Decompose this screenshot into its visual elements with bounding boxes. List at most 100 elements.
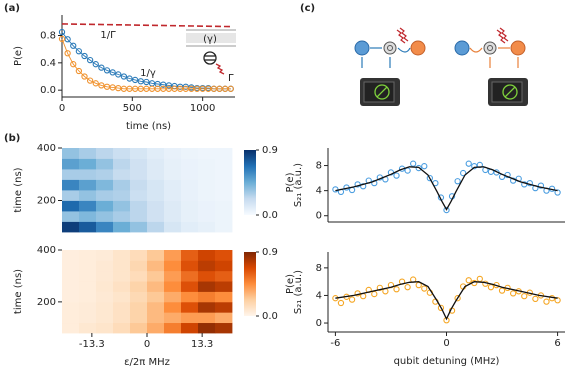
heatmap-cell	[96, 211, 114, 222]
heatmap-cell	[181, 221, 199, 233]
heatmap-cell	[113, 190, 131, 201]
data-point	[109, 69, 116, 76]
heatmap-cell	[198, 200, 216, 212]
heatmap-cell	[96, 250, 114, 261]
heatmap-cell	[198, 158, 216, 170]
heatmap-cell	[164, 312, 182, 324]
x-axis-label: time (ns)	[126, 121, 171, 132]
inset-diagram	[186, 29, 236, 75]
data-point	[81, 73, 88, 80]
data-point	[143, 78, 150, 86]
heatmap-cell	[164, 281, 182, 292]
heatmap-cell	[130, 281, 148, 292]
data-point	[70, 61, 77, 68]
data-point	[415, 164, 422, 172]
heatmap-cell	[215, 291, 233, 303]
annotation: 1/γ	[140, 68, 156, 79]
y-tick-label: 0	[316, 211, 322, 222]
heatmap-cell	[62, 260, 80, 272]
data-point	[437, 304, 445, 312]
heatmap-cell	[130, 179, 148, 191]
heatmap-cell	[96, 270, 114, 282]
heatmap-cell	[62, 179, 80, 191]
heatmap-cell	[198, 179, 216, 191]
series-line	[61, 31, 231, 90]
heatmap-cell	[215, 312, 233, 324]
data-point	[410, 160, 417, 167]
heatmap-cell	[215, 250, 233, 261]
y-tick-label: 8	[316, 161, 322, 172]
x-axis-label: ε/2π MHz	[124, 357, 170, 368]
series-line	[335, 281, 558, 321]
data-point	[543, 298, 550, 305]
annotation: Γ	[228, 73, 234, 84]
x-tick-label: 13.3	[191, 339, 213, 350]
y-tick-label: 4	[316, 186, 322, 197]
data-point	[554, 189, 561, 196]
y-tick-label: 400	[37, 143, 56, 154]
heatmap-cell	[198, 312, 216, 324]
heatmap-cell	[181, 148, 199, 159]
heatmap-cell	[147, 221, 165, 233]
heatmap-cell	[96, 281, 114, 292]
data-point	[454, 178, 461, 185]
heatmap-cell	[130, 250, 148, 261]
heatmap-cell	[113, 291, 131, 303]
heatmap-cell	[113, 200, 131, 212]
data-point	[227, 85, 234, 92]
heatmap-cell	[62, 211, 80, 222]
heatmap-cell	[198, 322, 216, 334]
heatmap-cell	[96, 312, 114, 324]
heatmap-cell	[79, 291, 97, 303]
colorbar-label: P(e)	[285, 172, 296, 192]
colorbar	[244, 150, 256, 215]
colorbar	[244, 252, 256, 316]
heatmap-cell	[164, 270, 182, 282]
data-point	[98, 64, 105, 71]
data-point	[443, 206, 450, 214]
colorbar-tick-label: 0.9	[262, 145, 278, 156]
heatmap-cell	[147, 301, 165, 313]
data-point	[70, 42, 77, 49]
heatmap-cell	[147, 270, 165, 282]
heatmap-cell	[130, 200, 148, 212]
data-point	[81, 52, 88, 60]
heatmap-cell	[164, 301, 182, 313]
heatmap-cell	[113, 211, 131, 222]
data-point	[487, 284, 495, 291]
heatmap-cell	[215, 158, 233, 170]
data-point	[404, 167, 411, 174]
heatmap-cell	[164, 179, 182, 191]
heatmap-cell	[215, 211, 233, 222]
heatmap-cell	[147, 200, 165, 212]
colorbar-tick-label: 0.0	[262, 210, 278, 221]
panel-label: (c)	[300, 3, 315, 14]
circuit-diagram-right	[454, 27, 528, 106]
heatmap-cell	[181, 250, 199, 261]
data-point	[537, 182, 545, 189]
heatmap-cell	[147, 322, 165, 334]
heatmap-cell	[181, 169, 199, 180]
heatmap-cell	[198, 270, 216, 282]
heatmap-cell	[79, 260, 97, 272]
heatmap-cell	[62, 200, 80, 212]
heatmap-cell	[147, 260, 165, 272]
y-tick-label: 0.4	[40, 58, 56, 69]
heatmap-cell	[181, 322, 199, 334]
heatmap-cell	[113, 312, 131, 324]
data-point	[98, 82, 105, 89]
series-line	[61, 23, 231, 28]
data-point	[465, 277, 472, 284]
heatmap-cell	[181, 200, 199, 212]
heatmap-cell	[198, 291, 216, 303]
data-point	[120, 73, 128, 80]
heatmap-cell	[130, 169, 148, 180]
heatmap-cell	[181, 260, 199, 272]
heatmap-cell	[130, 301, 148, 313]
series-line	[335, 166, 558, 211]
data-point	[348, 296, 356, 303]
data-point	[360, 183, 367, 190]
heatmap-cell	[96, 322, 114, 334]
heatmap-cell	[181, 179, 199, 191]
y-tick-label: 4	[316, 290, 322, 301]
